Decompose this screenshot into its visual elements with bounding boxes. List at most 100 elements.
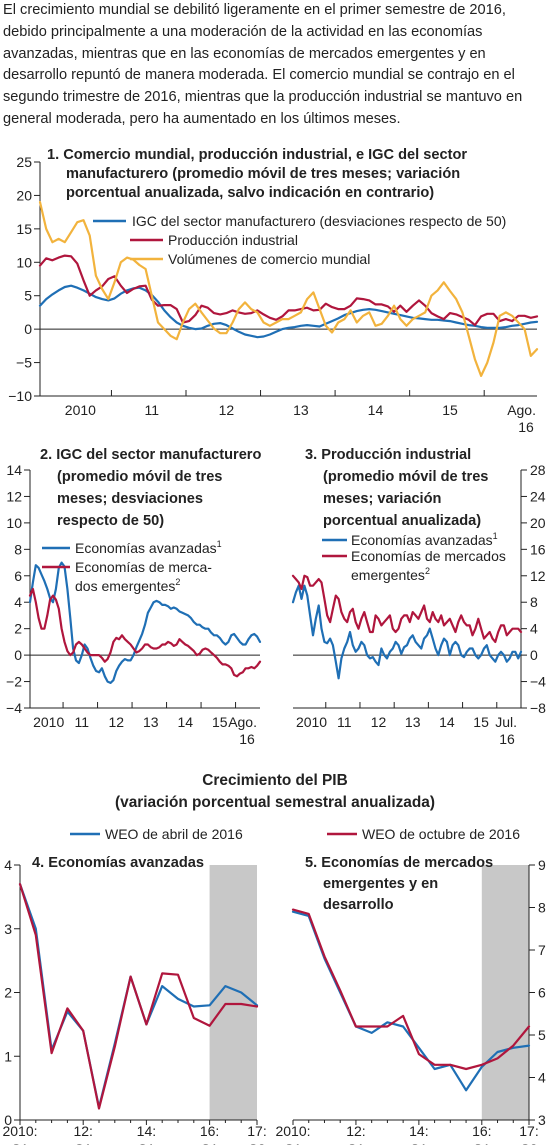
chart-panel-4: 0 1 2 3 4 2010: S1 12: S1 14: S1 16: S1 17: S2 4. Econ… xyxy=(2,855,266,1145)
chart-panel-5: 3 4 5 6 7 8 9 2010: S1 12: S1 14: S1 16: S1 17: S2 5. Ec… xyxy=(275,855,546,1145)
x-tick-label: 16: xyxy=(472,1123,491,1139)
y-tick-label: 8 xyxy=(538,900,546,916)
y-tick-label: 15 xyxy=(16,221,32,237)
x-tick-label: 14 xyxy=(177,714,193,730)
y-tick-label: 8 xyxy=(14,541,22,557)
legend-label-production: Producción industrial xyxy=(168,232,298,248)
series-line-red xyxy=(291,908,531,1071)
x-tick-label: 12 xyxy=(108,714,124,730)
x-tick-label: 15 xyxy=(212,714,228,730)
panel-5-title-line-2: emergentes y en xyxy=(323,876,438,892)
y-tick-label: 2 xyxy=(4,985,12,1001)
panel-4-title-line-1: 4. Economías avanzadas xyxy=(32,855,204,871)
x-tick-label: S1 xyxy=(75,1141,92,1145)
y-tick-label: 4 xyxy=(530,621,538,637)
series-line-blue xyxy=(291,584,523,680)
x-tick-label: S1 xyxy=(138,1141,155,1145)
series-line-yellow xyxy=(38,200,539,377)
series-line-blue xyxy=(38,284,539,339)
x-tick-label: 14 xyxy=(368,402,384,418)
y-tick-label: 0 xyxy=(14,647,22,663)
x-tick-label: 14 xyxy=(439,714,455,730)
panel-1-title-line-2: manufacturero (promedio móvil de tres me… xyxy=(66,166,460,182)
y-tick-label: 16 xyxy=(530,541,546,557)
y-tick-label: 20 xyxy=(16,187,32,203)
x-tick-label: 2010 xyxy=(33,714,64,730)
panel-3-title-line-2: (promedio móvil de tres xyxy=(323,469,488,485)
y-tick-label: −8 xyxy=(530,700,546,716)
y-tick-label: 5 xyxy=(24,288,32,304)
x-tick-label: 2010 xyxy=(65,402,96,418)
panel-3-title-line-1: 3. Producción industrial xyxy=(305,447,471,463)
x-tick-label: S1 xyxy=(201,1141,218,1145)
x-tick-label: 2010: xyxy=(275,1123,310,1139)
x-tick-label: S1 xyxy=(473,1141,490,1145)
x-tick-label: 14: xyxy=(137,1123,156,1139)
x-tick-label: 13 xyxy=(293,402,309,418)
y-tick-label: 7 xyxy=(538,942,546,958)
x-tick-label: Ago. xyxy=(507,402,536,418)
x-tick-label: 2010 xyxy=(296,714,327,730)
legend-label-trade: Volúmenes de comercio mundial xyxy=(168,251,370,267)
y-tick-label: 1 xyxy=(4,1048,12,1064)
x-tick-label: 12 xyxy=(371,714,387,730)
legend-label-igc: IGC del sector manufacturero (desviacion… xyxy=(132,213,506,229)
x-tick-label: 15 xyxy=(473,714,489,730)
x-tick-label: S1 xyxy=(410,1141,427,1145)
x-tick-label: 14: xyxy=(409,1123,428,1139)
y-tick-label: 12 xyxy=(6,488,22,504)
y-tick-label: 8 xyxy=(530,594,538,610)
x-tick-label: 16 xyxy=(239,731,255,747)
y-tick-label: −5 xyxy=(16,355,32,371)
x-tick-label: 12: xyxy=(73,1123,92,1139)
y-tick-label: −4 xyxy=(6,700,22,716)
y-tick-label: 10 xyxy=(6,515,22,531)
x-tick-label: Jul. xyxy=(495,714,517,730)
y-tick-label: 0 xyxy=(24,321,32,337)
x-tick-label: S2 xyxy=(520,1141,537,1145)
y-tick-label: 20 xyxy=(530,515,546,531)
panel-3-title-line-4: porcentual anualizada) xyxy=(323,513,481,529)
series-line-red xyxy=(28,587,262,678)
y-tick-label: 2 xyxy=(14,621,22,637)
x-tick-label: 17: xyxy=(247,1123,266,1139)
x-tick-label: S1 xyxy=(347,1141,364,1145)
panel-2-title-line-1: 2. IGC del sector manufacturero xyxy=(40,447,261,463)
panel-1-title-line-1: 1. Comercio mundial, producción industri… xyxy=(47,147,467,163)
x-tick-label: S1 xyxy=(284,1141,301,1145)
y-tick-label: 24 xyxy=(530,488,546,504)
x-tick-label: 12: xyxy=(346,1123,365,1139)
legend-label-advanced-ip: Economías avanzadas1 xyxy=(351,531,498,548)
x-tick-label: 16: xyxy=(200,1123,219,1139)
chart-panel-1: −10 −5 0 5 10 15 20 25 2010 11 12 13 14 15 Ago.16 1. C… xyxy=(8,147,539,435)
legend-label-emerging-1: Economías de merca- xyxy=(75,559,212,575)
legend-label-weo-april: WEO de abril de 2016 xyxy=(105,826,243,842)
panel-3-title-line-3: meses; variación xyxy=(323,491,442,507)
gdp-section-title-line-1: Crecimiento del PIB xyxy=(202,772,348,789)
panel-5-title-line-3: desarrollo xyxy=(323,897,394,913)
series-line-red xyxy=(38,254,539,327)
y-tick-label: −10 xyxy=(8,388,32,404)
legend-label-advanced: Economías avanzadas1 xyxy=(75,539,222,556)
x-tick-label: Ago. xyxy=(228,714,257,730)
series-line-blue xyxy=(28,561,262,684)
panel-5-title-line-1: 5. Economías de mercados xyxy=(305,855,493,871)
x-tick-label: S1 xyxy=(11,1141,28,1145)
series-line-red xyxy=(18,882,259,1110)
y-tick-label: 14 xyxy=(6,462,22,478)
forecast-shade xyxy=(209,865,257,1120)
x-tick-label: 17: xyxy=(519,1123,538,1139)
x-tick-label: S2 xyxy=(248,1141,265,1145)
series-line-red xyxy=(291,574,523,643)
y-tick-label: 4 xyxy=(538,1070,546,1086)
y-tick-label: 3 xyxy=(4,921,12,937)
panel-2-title-line-2: (promedio móvil de tres xyxy=(57,469,222,485)
x-tick-label: 15 xyxy=(442,402,458,418)
chart-panel-2: −4 −2 0 2 4 6 8 10 12 14 2010 11 12 13 14 15 Ago.16 2. I… xyxy=(6,447,262,747)
panel-2-title-line-3: meses; desviaciones xyxy=(57,491,203,507)
y-tick-label: 0 xyxy=(4,1112,12,1128)
legend-label-emerging-ip-1: Economías de mercados xyxy=(351,548,506,564)
y-tick-label: 12 xyxy=(530,568,546,584)
y-tick-label: 9 xyxy=(538,857,546,873)
